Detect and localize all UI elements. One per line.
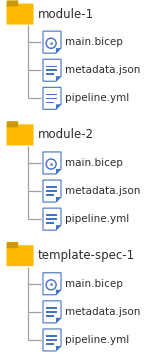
Polygon shape — [43, 152, 61, 174]
Polygon shape — [43, 208, 61, 230]
Polygon shape — [43, 273, 61, 295]
Text: a: a — [50, 41, 52, 46]
FancyBboxPatch shape — [7, 242, 18, 248]
Polygon shape — [43, 59, 61, 81]
Circle shape — [46, 159, 56, 169]
Polygon shape — [56, 169, 61, 174]
Bar — [45, 335, 57, 337]
Circle shape — [48, 160, 55, 168]
Text: pipeline.yml: pipeline.yml — [65, 214, 129, 224]
Bar — [45, 339, 57, 341]
Text: main.bicep: main.bicep — [65, 279, 123, 289]
Bar — [45, 102, 54, 103]
Text: pipeline.yml: pipeline.yml — [65, 93, 129, 103]
Text: a: a — [50, 282, 52, 287]
Polygon shape — [43, 329, 61, 351]
Circle shape — [48, 281, 55, 289]
Bar — [45, 65, 57, 67]
Bar — [45, 73, 54, 75]
Text: main.bicep: main.bicep — [65, 158, 123, 168]
Bar — [45, 218, 57, 220]
FancyBboxPatch shape — [7, 0, 18, 7]
Polygon shape — [56, 225, 61, 230]
Text: pipeline.yml: pipeline.yml — [65, 335, 129, 345]
Bar — [45, 311, 57, 313]
Bar — [45, 190, 57, 192]
Text: metadata.json: metadata.json — [65, 307, 140, 317]
Text: main.bicep: main.bicep — [65, 37, 123, 47]
Polygon shape — [56, 48, 61, 53]
Text: metadata.json: metadata.json — [65, 65, 140, 75]
Polygon shape — [56, 197, 61, 202]
Bar — [45, 194, 54, 196]
Bar — [45, 98, 57, 99]
Circle shape — [46, 38, 56, 48]
Polygon shape — [56, 290, 61, 295]
Polygon shape — [43, 87, 61, 109]
Bar — [45, 69, 57, 71]
Polygon shape — [56, 104, 61, 109]
Bar — [45, 307, 57, 309]
FancyBboxPatch shape — [7, 245, 34, 266]
Polygon shape — [56, 318, 61, 323]
Text: module-2: module-2 — [38, 129, 94, 141]
Polygon shape — [56, 346, 61, 351]
Bar — [45, 315, 54, 316]
Polygon shape — [56, 76, 61, 81]
Circle shape — [48, 40, 55, 47]
Text: metadata.json: metadata.json — [65, 186, 140, 196]
Polygon shape — [43, 301, 61, 323]
FancyBboxPatch shape — [7, 124, 34, 145]
FancyBboxPatch shape — [7, 4, 34, 24]
Bar — [45, 93, 57, 95]
Text: module-1: module-1 — [38, 7, 94, 21]
Bar — [45, 186, 57, 188]
FancyBboxPatch shape — [7, 121, 18, 127]
Polygon shape — [43, 31, 61, 53]
Polygon shape — [43, 180, 61, 202]
Bar — [45, 343, 54, 345]
Circle shape — [46, 280, 56, 290]
Bar — [45, 215, 57, 216]
Bar — [45, 222, 54, 224]
Text: a: a — [50, 161, 52, 166]
Text: template-spec-1: template-spec-1 — [38, 249, 135, 262]
